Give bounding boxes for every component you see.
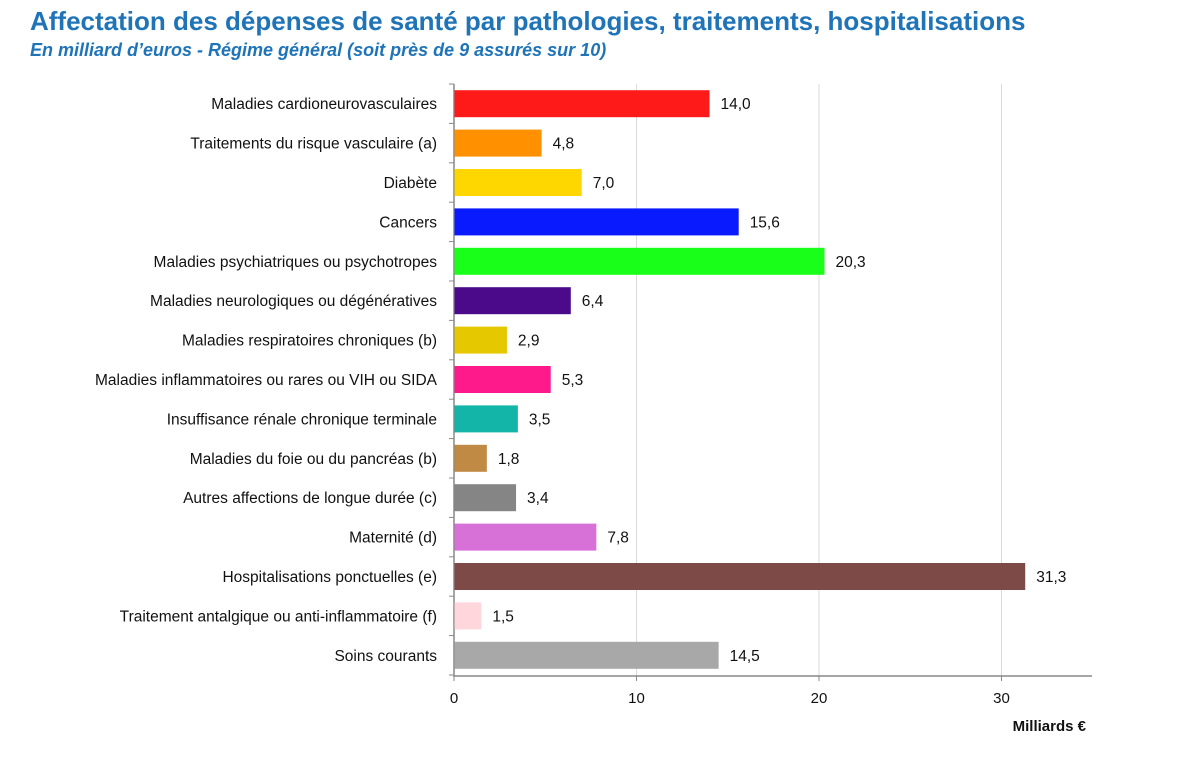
value-label: 3,4 (527, 490, 549, 507)
bar (454, 287, 571, 315)
value-label: 1,5 (492, 608, 514, 625)
bar (454, 405, 518, 433)
x-tick-label: 30 (993, 690, 1010, 707)
category-label: Autres affections de longue durée (c) (183, 490, 437, 507)
category-label: Maladies respiratoires chroniques (b) (182, 333, 437, 350)
category-label: Maladies psychiatriques ou psychotropes (154, 254, 438, 271)
value-label: 14,0 (721, 96, 752, 113)
value-label: 2,9 (518, 333, 540, 350)
chart-subtitle: En milliard d’euros - Régime général (so… (30, 40, 607, 60)
bar (454, 444, 487, 472)
bar (454, 484, 517, 512)
value-label: 3,5 (529, 411, 551, 428)
category-label: Traitements du risque vasculaire (a) (190, 136, 437, 153)
category-label: Cancers (379, 214, 437, 231)
category-label: Traitement antalgique ou anti-inflammato… (120, 608, 437, 625)
value-label: 14,5 (730, 648, 760, 665)
bar (454, 169, 582, 196)
bar (454, 208, 739, 236)
value-label: 7,0 (593, 175, 615, 192)
bar (454, 366, 551, 393)
value-label: 4,8 (553, 136, 575, 153)
value-label: 15,6 (750, 214, 780, 231)
x-tick-label: 10 (628, 690, 645, 707)
category-label: Diabète (384, 175, 437, 192)
category-label: Hospitalisations ponctuelles (e) (222, 569, 437, 586)
x-tick-label: 20 (811, 690, 828, 707)
category-label: Maladies cardioneurovasculaires (211, 96, 437, 113)
value-label: 7,8 (607, 530, 629, 547)
value-label: 6,4 (582, 293, 604, 310)
value-label: 1,8 (498, 451, 520, 468)
value-label: 31,3 (1036, 569, 1066, 586)
bar (454, 563, 1026, 590)
value-label: 20,3 (835, 254, 865, 271)
chart-title: Affectation des dépenses de santé par pa… (30, 6, 1026, 36)
bar (454, 326, 507, 354)
value-label: 5,3 (562, 372, 584, 389)
bar (454, 641, 719, 669)
x-tick-label: 0 (450, 690, 458, 707)
x-axis-title: Milliards € (1013, 718, 1087, 735)
bar (454, 90, 710, 118)
bar (454, 129, 542, 157)
category-label: Insuffisance rénale chronique terminale (167, 411, 437, 428)
category-label: Maladies inflammatoires ou rares ou VIH … (95, 372, 438, 389)
category-label: Soins courants (334, 648, 437, 665)
category-label: Maladies neurologiques ou dégénératives (150, 293, 437, 310)
bar (454, 247, 825, 275)
category-label: Maternité (d) (349, 530, 437, 547)
category-label: Maladies du foie ou du pancréas (b) (190, 451, 437, 468)
bar (454, 523, 597, 551)
bar (454, 602, 482, 630)
